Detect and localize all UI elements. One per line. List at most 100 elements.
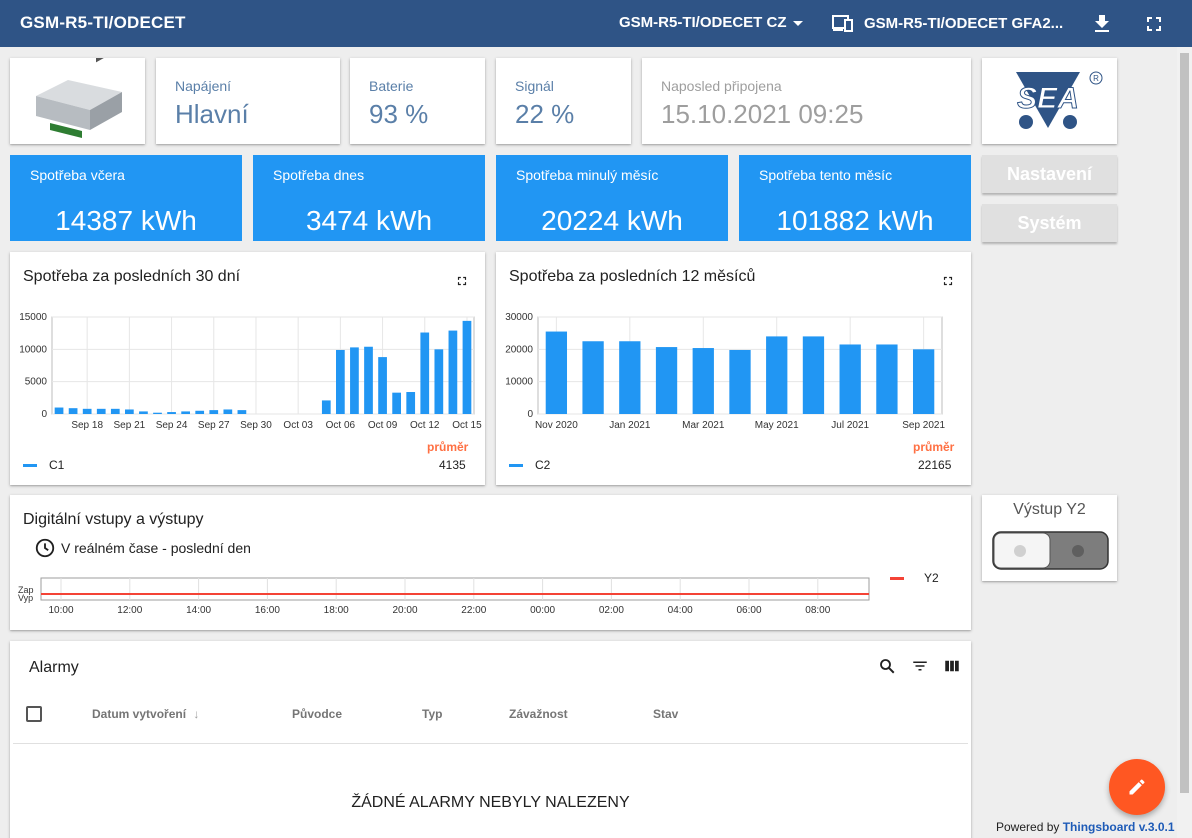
consumption-today-value: 3474 kWh [305, 205, 433, 236]
powered-by-text: Powered by [996, 820, 1060, 834]
bar[interactable] [125, 409, 134, 414]
bar[interactable] [839, 344, 861, 414]
devices-icon [832, 15, 853, 32]
time-tick-label: 12:00 [117, 605, 142, 616]
bar[interactable] [195, 410, 205, 414]
bar[interactable] [582, 341, 604, 414]
bar[interactable] [350, 347, 359, 414]
time-tick-label: 22:00 [461, 605, 486, 616]
bar[interactable] [153, 412, 162, 414]
bar[interactable] [237, 410, 247, 414]
chart-30-days: 0 5000 10000 15000 Sep 18 Sep 21 Sep 24 Sep 27 S… [19, 312, 482, 431]
svg-text:SEA: SEA [1017, 82, 1079, 115]
column-severity[interactable]: Závažnost [509, 707, 568, 721]
time-tick-label: 18:00 [324, 605, 349, 616]
bar[interactable] [336, 349, 345, 414]
bar[interactable] [223, 409, 233, 414]
entity-selector[interactable]: GSM-R5-TI/ODECET GFA2... [832, 14, 1063, 32]
digital-io-timewindow[interactable]: V reálném čase - poslední den [61, 540, 251, 556]
consumption-yesterday-card: Spotřeba včera 14387 kWh [10, 155, 242, 241]
legend-c1-label[interactable]: C1 [49, 458, 65, 472]
device-image-card [10, 46, 145, 144]
chart-30-avg-label: průměr [427, 440, 469, 454]
output-y2-toggle[interactable] [992, 531, 1109, 570]
bar[interactable] [729, 349, 751, 414]
time-tick-label: 04:00 [668, 605, 693, 616]
entity-selector-label: GSM-R5-TI/ODECET GFA2... [864, 14, 1064, 32]
y-tick-label: 5000 [25, 377, 48, 388]
scrollbar-thumb[interactable] [1180, 53, 1189, 793]
settings-button[interactable]: Nastavení [982, 155, 1117, 193]
bar[interactable] [420, 332, 430, 414]
column-type[interactable]: Typ [422, 707, 443, 721]
bar[interactable] [364, 346, 373, 414]
bar[interactable] [462, 320, 472, 414]
y-tick-label: 10000 [19, 344, 47, 355]
chart-12-months-card: Spotřeba za posledních 12 měsíců 0 10000 2… [496, 252, 971, 485]
bar[interactable] [912, 349, 935, 414]
bar[interactable] [68, 408, 78, 414]
bar[interactable] [321, 400, 331, 414]
bar[interactable] [434, 349, 444, 414]
bar[interactable] [619, 341, 641, 414]
chart-12-months: 0 10000 20000 30000 Nov 2020 Jan 2021 Mar 2021… [505, 312, 945, 431]
download-icon[interactable] [1090, 12, 1114, 36]
x-tick-label: Sep 24 [156, 420, 188, 431]
bar[interactable] [181, 411, 190, 414]
chart-30-days-title: Spotřeba za posledních 30 dní [23, 268, 241, 285]
consumption-yesterday-label: Spotřeba včera [30, 167, 125, 183]
bar[interactable] [876, 344, 898, 414]
fullscreen-icon[interactable] [941, 274, 955, 288]
consumption-last-month-card: Spotřeba minulý měsíc 20224 kWh [496, 155, 728, 241]
thingsboard-link[interactable]: Thingsboard v.3.0.1 [1062, 820, 1175, 834]
legend-c2-label[interactable]: C2 [535, 458, 551, 472]
select-all-checkbox[interactable] [26, 706, 42, 722]
state-selector[interactable]: GSM-R5-TI/ODECET CZ [619, 14, 803, 31]
x-tick-label: May 2021 [755, 420, 799, 431]
vertical-scrollbar[interactable] [1177, 47, 1192, 838]
fullscreen-icon[interactable] [455, 274, 469, 288]
legend-y2-label[interactable]: Y2 [924, 571, 939, 585]
alarms-title: Alarmy [29, 659, 79, 676]
bar[interactable] [692, 348, 714, 414]
logo-card: SEA R [982, 58, 1117, 144]
no-alarms-message: ŽÁDNÉ ALARMY NEBYLY NALEZENY [351, 794, 630, 811]
output-y2-title: Výstup Y2 [1013, 501, 1086, 518]
consumption-this-month-value: 101882 kWh [776, 205, 934, 236]
bar[interactable] [167, 412, 176, 414]
bar[interactable] [54, 407, 64, 414]
column-created[interactable]: Datum vytvoření ↓ [92, 707, 199, 721]
last-connected-label: Naposled připojena [661, 78, 782, 94]
bar[interactable] [766, 336, 788, 414]
legend-c1-swatch [23, 464, 37, 467]
y-tick-label: 10000 [505, 377, 533, 388]
clock-icon[interactable] [34, 537, 56, 559]
bar[interactable] [209, 410, 219, 414]
signal-card: Signál 22 % [496, 58, 631, 144]
bar[interactable] [96, 408, 106, 414]
bar[interactable] [406, 392, 416, 414]
device-image [36, 46, 122, 138]
edit-fab-button[interactable] [1109, 759, 1165, 815]
bar[interactable] [392, 392, 401, 414]
system-button[interactable]: Systém [982, 204, 1117, 242]
x-tick-label: Mar 2021 [682, 420, 725, 431]
x-tick-label: Oct 15 [452, 420, 482, 431]
filter-icon[interactable] [911, 657, 929, 675]
column-status[interactable]: Stav [653, 707, 679, 721]
chart-12-avg-label: průměr [913, 440, 955, 454]
search-icon[interactable] [878, 657, 896, 675]
fullscreen-icon[interactable] [1142, 12, 1166, 36]
bar[interactable] [378, 357, 387, 414]
columns-icon[interactable] [943, 657, 961, 675]
bar[interactable] [802, 336, 825, 414]
column-originator[interactable]: Původce [292, 707, 343, 721]
bar[interactable] [139, 411, 148, 414]
state-selector-label: GSM-R5-TI/ODECET CZ [619, 14, 787, 31]
bar[interactable] [448, 330, 458, 414]
x-tick-label: Oct 06 [326, 420, 356, 431]
bar[interactable] [545, 331, 568, 414]
bar[interactable] [82, 408, 92, 414]
bar[interactable] [110, 408, 120, 414]
bar[interactable] [655, 347, 678, 414]
